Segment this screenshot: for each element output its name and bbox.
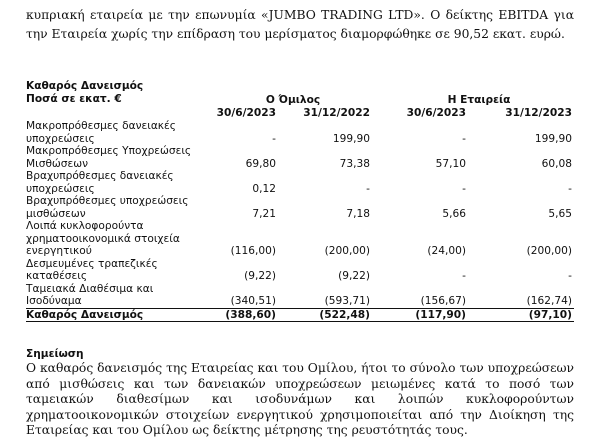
cell-value: 60,08 [482, 158, 572, 171]
table-row: Βραχυπρόθεσμες υποχρεώσεις μισθώσεων 7,2… [26, 195, 574, 220]
column-header: 30/6/2023 [200, 107, 276, 120]
table-row: Μακροπρόθεσμες δανειακές υποχρεώσεις - 1… [26, 120, 574, 145]
row-label: Βραχυπρόθεσμες δανειακές υποχρεώσεις [26, 170, 196, 195]
column-header: 31/12/2023 [482, 107, 572, 120]
cell-value: 69,80 [200, 158, 276, 171]
cell-value: 73,38 [288, 158, 370, 171]
column-header: 30/6/2023 [382, 107, 466, 120]
cell-value: (116,00) [200, 245, 276, 258]
cell-value: (593,71) [288, 295, 370, 308]
cell-value: (200,00) [482, 245, 572, 258]
total-value: (117,90) [382, 309, 466, 321]
table-title: Καθαρός Δανεισμός [26, 80, 226, 93]
cell-value: (162,74) [482, 295, 572, 308]
table-row: Ταμειακά Διαθέσιμα και Ισοδύναμα (340,51… [26, 283, 574, 308]
total-label: Καθαρός Δανεισμός [26, 309, 196, 321]
cell-value: (156,67) [382, 295, 466, 308]
cell-value: 7,18 [288, 208, 370, 221]
cell-value: (340,51) [200, 295, 276, 308]
table-row: Βραχυπρόθεσμες δανειακές υποχρεώσεις 0,1… [26, 170, 574, 195]
cell-value: - [288, 183, 370, 196]
table-subtitle: Ποσά σε εκατ. € [26, 93, 226, 106]
cell-value: (9,22) [288, 270, 370, 283]
cell-value: 199,90 [288, 133, 370, 146]
table-row: Λοιπά κυκλοφορούντα χρηματοοικονομικά στ… [26, 220, 574, 258]
cell-value: (24,00) [382, 245, 466, 258]
row-label: Δεσμευμένες τραπεζικές καταθέσεις [26, 258, 196, 283]
row-label: Λοιπά κυκλοφορούντα χρηματοοικονομικά στ… [26, 220, 196, 258]
note-title: Σημείωση [26, 348, 84, 361]
total-value: (388,60) [200, 309, 276, 321]
cell-value: - [382, 270, 466, 283]
cell-value: 57,10 [382, 158, 466, 171]
row-label: Μακροπρόθεσμες δανειακές υποχρεώσεις [26, 120, 196, 145]
cell-value: (9,22) [200, 270, 276, 283]
table-body: Μακροπρόθεσμες δανειακές υποχρεώσεις - 1… [26, 120, 574, 322]
total-value: (522,48) [288, 309, 370, 321]
cell-value: - [482, 270, 572, 283]
table-row: Μακροπρόθεσμες Υποχρεώσεις Μισθώσεων 69,… [26, 145, 574, 170]
column-header: 31/12/2022 [288, 107, 370, 120]
cell-value: (200,00) [288, 245, 370, 258]
intro-paragraph: κυπριακή εταιρεία με την επωνυμία «JUMBO… [26, 6, 574, 44]
total-value: (97,10) [482, 309, 572, 321]
cell-value: - [482, 183, 572, 196]
cell-value: - [382, 133, 466, 146]
table-title-block: Καθαρός Δανεισμός Ποσά σε εκατ. € [26, 80, 226, 106]
note-paragraph: Ο καθαρός δανεισμός της Εταιρείας και το… [26, 361, 574, 439]
cell-value: - [382, 183, 466, 196]
table-row: Δεσμευμένες τραπεζικές καταθέσεις (9,22)… [26, 258, 574, 283]
group-header-group: Ο Όμιλος [216, 94, 370, 107]
cell-value: 199,90 [482, 133, 572, 146]
row-label: Ταμειακά Διαθέσιμα και Ισοδύναμα [26, 283, 196, 308]
cell-value: 5,65 [482, 208, 572, 221]
cell-value: 0,12 [200, 183, 276, 196]
cell-value: 5,66 [382, 208, 466, 221]
table-total-row: Καθαρός Δανεισμός (388,60) (522,48) (117… [26, 308, 574, 322]
group-header-company: Η Εταιρεία [396, 94, 562, 107]
cell-value: 7,21 [200, 208, 276, 221]
cell-value: - [200, 133, 276, 146]
row-label: Βραχυπρόθεσμες υποχρεώσεις μισθώσεων [26, 195, 196, 220]
row-label: Μακροπρόθεσμες Υποχρεώσεις Μισθώσεων [26, 145, 196, 170]
